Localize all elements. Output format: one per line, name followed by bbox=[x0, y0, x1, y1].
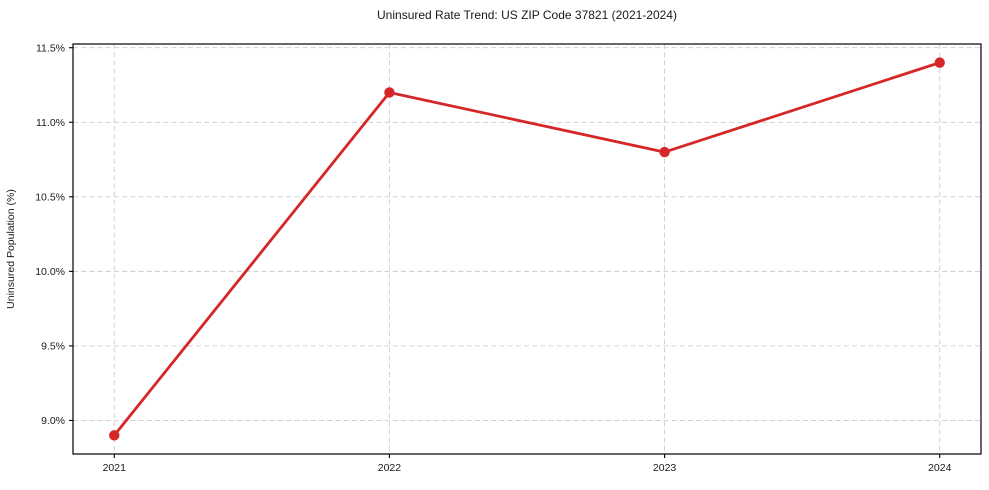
data-point-marker bbox=[934, 57, 945, 68]
y-tick-label: 9.0% bbox=[41, 415, 65, 427]
y-tick-label: 11.5% bbox=[36, 42, 65, 54]
plot-border bbox=[72, 43, 982, 455]
axis-layer: 9.0% 9.5% 10.0% 10.5% 11.0% 11.5% 2021 2022 2023… bbox=[35, 42, 982, 474]
data-point-marker bbox=[659, 146, 670, 158]
y-tick-label: 10.0% bbox=[35, 266, 65, 278]
x-tick-label: 2021 bbox=[103, 462, 127, 474]
data-point-marker bbox=[384, 87, 395, 98]
x-tick-label: 2022 bbox=[378, 462, 402, 474]
data-point-marker bbox=[109, 430, 120, 441]
y-tick-label: 11.0% bbox=[36, 117, 65, 129]
x-tick-label: 2023 bbox=[653, 462, 677, 474]
grid-layer bbox=[73, 44, 981, 454]
x-tick-label: 2024 bbox=[928, 462, 952, 474]
y-axis-label: Uninsured Population (%) bbox=[5, 189, 17, 309]
trend-line bbox=[112, 61, 942, 437]
series-layer bbox=[109, 57, 945, 441]
y-tick-label: 10.5% bbox=[35, 191, 65, 203]
y-tick-label: 9.5% bbox=[41, 341, 65, 353]
chart-title: Uninsured Rate Trend: US ZIP Code 37821 … bbox=[377, 8, 677, 22]
